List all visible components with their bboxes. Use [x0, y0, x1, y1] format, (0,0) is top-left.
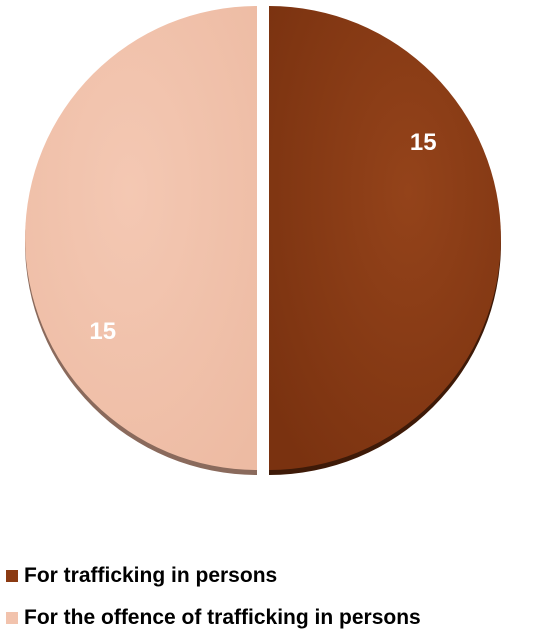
legend-swatch-dark-brown [6, 570, 18, 582]
legend-item-offence-of-trafficking: For the offence of trafficking in person… [0, 602, 421, 634]
legend-label: For trafficking in persons [24, 564, 278, 587]
legend-label: For the offence of trafficking in person… [24, 606, 421, 629]
pie-slices [25, 6, 501, 470]
legend-swatch-light-peach [6, 612, 18, 624]
pie-slice-offence-of-trafficking [25, 6, 258, 470]
pie-data-label: 15 [410, 129, 437, 156]
legend-item-trafficking-in-persons: For trafficking in persons [0, 560, 277, 592]
pie-slice-trafficking-in-persons [269, 6, 501, 470]
pie-data-label: 15 [89, 318, 116, 345]
